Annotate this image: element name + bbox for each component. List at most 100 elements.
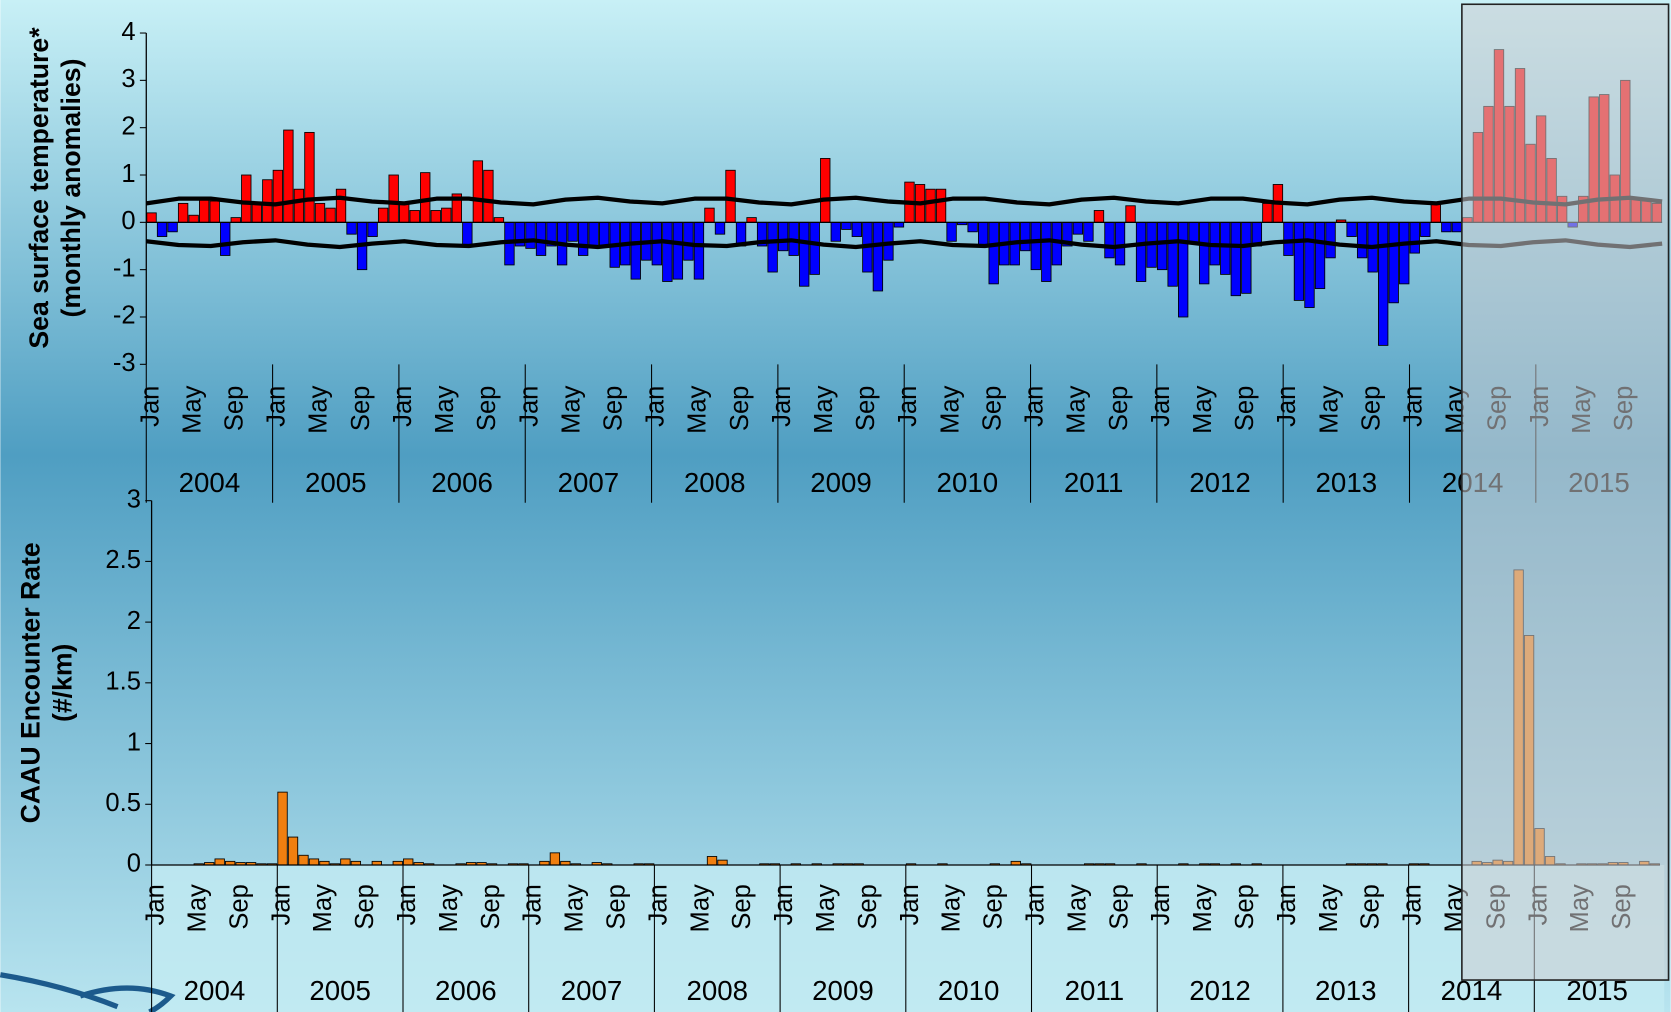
- x-tick-label: May: [305, 385, 333, 433]
- x-tick-label: Sep: [980, 884, 1008, 929]
- bar: [935, 188, 947, 223]
- year-label: 2008: [686, 975, 748, 1006]
- x-tick-label: Sep: [1105, 884, 1133, 929]
- bar: [156, 221, 168, 237]
- bar: [262, 179, 273, 223]
- x-tick-label: Sep: [473, 386, 501, 431]
- x-tick-label: Sep: [602, 884, 630, 929]
- bar: [188, 214, 199, 223]
- x-tick-label: Sep: [221, 386, 249, 431]
- bar: [672, 221, 684, 280]
- x-tick-label: Jan: [1399, 884, 1427, 925]
- year-label: 2010: [938, 975, 1000, 1006]
- x-tick-label: Sep: [728, 884, 756, 929]
- bar: [1314, 221, 1326, 290]
- x-tick-label: Jan: [393, 884, 421, 925]
- bar: [1020, 221, 1031, 252]
- x-tick-label: Sep: [726, 386, 754, 431]
- bar: [704, 207, 715, 223]
- bar: [1104, 221, 1115, 259]
- y-axis-title: Sea surface temperature*: [24, 27, 54, 349]
- x-tick-label: Sep: [1357, 884, 1385, 929]
- bar: [214, 858, 225, 866]
- bar: [335, 188, 347, 223]
- x-tick-label: May: [557, 385, 585, 433]
- bar: [706, 856, 718, 866]
- x-tick-label: May: [309, 884, 337, 932]
- bar: [1030, 221, 1041, 271]
- bar: [241, 174, 252, 223]
- bar: [1304, 221, 1315, 308]
- x-tick-label: May: [684, 385, 712, 433]
- x-tick-label: Sep: [599, 386, 627, 431]
- bar: [1283, 221, 1294, 256]
- year-label: 2004: [179, 467, 241, 498]
- bar: [1451, 221, 1463, 233]
- bar: [662, 221, 673, 282]
- bar: [1041, 221, 1052, 282]
- y-tick-label: -3: [113, 349, 136, 377]
- y-tick-label: 4: [121, 18, 135, 46]
- bar: [251, 202, 262, 223]
- bar: [1199, 221, 1210, 285]
- year-label: 2005: [305, 467, 367, 498]
- bar: [472, 160, 484, 223]
- bar: [1325, 221, 1336, 259]
- bar: [483, 169, 494, 223]
- y-tick-label: 1: [127, 728, 141, 756]
- bar: [893, 221, 905, 228]
- year-label: 2009: [812, 975, 874, 1006]
- x-tick-label: Jan: [894, 386, 922, 427]
- x-tick-label: Jan: [768, 386, 796, 427]
- bar: [1293, 221, 1305, 301]
- bar: [809, 221, 820, 275]
- y-tick-label: 0: [127, 850, 141, 878]
- x-tick-label: Sep: [852, 386, 880, 431]
- bar: [1399, 221, 1410, 285]
- threshold-line: [145, 195, 1663, 207]
- bar: [430, 210, 441, 223]
- bar: [525, 221, 536, 249]
- bar: [717, 859, 728, 866]
- bar: [1441, 221, 1452, 233]
- x-tick-label: Jan: [519, 884, 547, 925]
- x-tick-label: May: [812, 884, 840, 932]
- x-tick-label: Jan: [1147, 884, 1175, 925]
- y-tick-label: -1: [113, 254, 136, 282]
- year-label: 2013: [1316, 467, 1378, 498]
- bar: [872, 221, 884, 292]
- x-tick-label: Jan: [1273, 386, 1301, 427]
- x-tick-label: Sep: [1231, 884, 1259, 929]
- threshold-line: [146, 238, 1663, 250]
- x-tick-label: Sep: [1231, 386, 1259, 431]
- bar: [277, 791, 288, 866]
- bar: [1072, 221, 1084, 235]
- x-tick-label: May: [435, 884, 463, 932]
- year-label: 2010: [937, 467, 999, 498]
- bar: [725, 169, 736, 223]
- y-tick-label: 0: [121, 207, 135, 235]
- bar: [777, 221, 789, 252]
- x-tick-label: Jan: [136, 386, 164, 427]
- y-tick-label: 0.5: [105, 789, 141, 817]
- bar: [308, 858, 320, 866]
- bar: [1230, 221, 1241, 297]
- bar: [177, 202, 189, 223]
- year-label: 2012: [1189, 975, 1251, 1006]
- x-tick-label: May: [1063, 385, 1091, 433]
- year-label: 2011: [1064, 467, 1124, 498]
- x-tick-label: Jan: [1147, 386, 1175, 427]
- x-tick-label: May: [1189, 385, 1217, 433]
- x-tick-label: May: [810, 385, 838, 433]
- bar: [377, 207, 389, 223]
- highlight-box: [1461, 3, 1670, 981]
- bar: [283, 129, 294, 223]
- x-tick-label: Sep: [1357, 386, 1385, 431]
- bar: [304, 131, 315, 223]
- bar: [549, 852, 561, 866]
- bar: [1156, 221, 1168, 271]
- bar: [1262, 202, 1273, 223]
- year-label: 2006: [431, 467, 493, 498]
- y-tick-label: -2: [113, 302, 136, 330]
- bar: [1388, 221, 1399, 304]
